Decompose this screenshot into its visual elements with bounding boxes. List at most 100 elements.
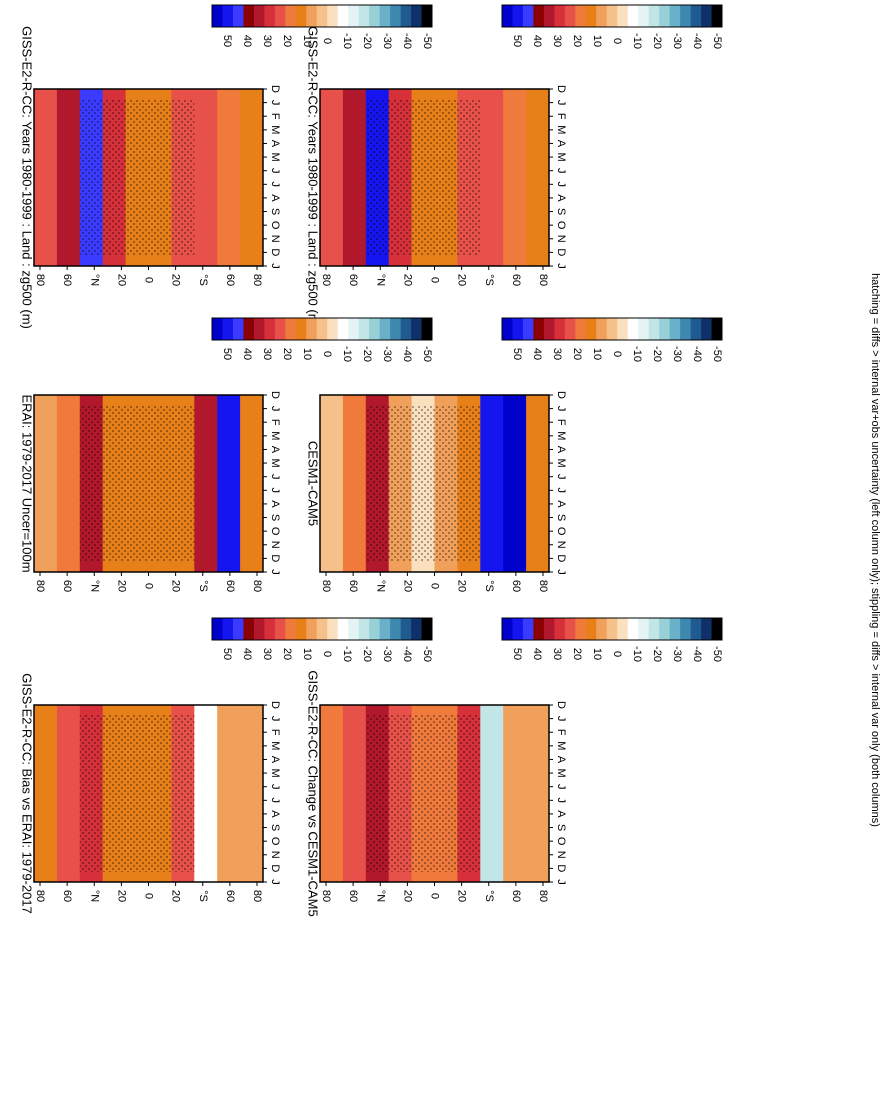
month-tick-label: A (269, 810, 281, 818)
lat-tick-label: 80 (251, 274, 263, 286)
colorbar-swatch (400, 318, 412, 340)
heatmap-cell (320, 395, 344, 572)
colorbar-swatch (369, 618, 380, 640)
colorbar-label: 40 (241, 35, 253, 47)
month-tick-label: O (555, 837, 567, 846)
lat-tick-label: °N (374, 274, 386, 286)
colorbar-swatch (575, 5, 587, 27)
colorbar-swatch (232, 618, 244, 640)
month-tick-label: J (269, 168, 281, 174)
colorbar-swatch (285, 618, 297, 640)
colorbar-swatch (358, 618, 370, 640)
colorbar-swatch (648, 618, 660, 640)
colorbar-swatch (285, 5, 297, 27)
heatmap-cell (240, 395, 264, 572)
colorbar-swatch (575, 318, 587, 340)
heatmap-cell (526, 395, 550, 572)
lat-tick-label: 20 (115, 274, 127, 286)
month-tick-label: A (555, 194, 567, 202)
colorbar-label: -20 (651, 346, 663, 362)
stippling (365, 405, 481, 562)
colorbar-swatch (701, 618, 712, 640)
colorbar-swatch (627, 618, 639, 640)
colorbar-swatch (295, 618, 307, 640)
colorbar-label: 50 (511, 35, 523, 47)
colorbar-label: 30 (261, 35, 273, 47)
panel-title: GISS-E2-R-CC: Years 1980-1999 : Land : z… (20, 26, 35, 329)
month-tick-label: J (269, 406, 281, 412)
month-tick-label: M (269, 741, 281, 750)
colorbar-swatch (554, 618, 566, 640)
lat-tick-label: 20 (456, 890, 468, 902)
month-tick-label: D (269, 391, 281, 399)
colorbar-swatch (617, 5, 629, 27)
colorbar-swatch (680, 318, 691, 340)
colorbar-swatch (512, 618, 524, 640)
month-tick-label: J (555, 263, 567, 269)
month-tick-label: F (555, 419, 567, 426)
colorbar-swatch (659, 5, 670, 27)
colorbar-swatch (638, 618, 649, 640)
colorbar-label: -30 (381, 346, 393, 362)
month-tick-label: D (269, 701, 281, 709)
colorbar-label: -50 (711, 646, 723, 662)
month-tick-label: J (555, 784, 567, 790)
lat-tick-label: 0 (429, 583, 441, 589)
colorbar-swatch (512, 5, 524, 27)
colorbar-label: 20 (281, 35, 293, 47)
colorbar-label: 30 (261, 648, 273, 660)
month-tick-label: J (269, 798, 281, 804)
colorbar-swatch (690, 5, 702, 27)
colorbar-swatch (564, 5, 576, 27)
panel-title: GISS-E2-R-CC: Change vs CESM1-CAM5 (306, 670, 321, 916)
month-tick-label: J (269, 784, 281, 790)
heatmap-cell (34, 395, 58, 572)
colorbar-label: 40 (531, 348, 543, 360)
colorbar-swatch (554, 318, 566, 340)
month-tick-label: A (269, 194, 281, 202)
heatmap-cell (217, 705, 241, 882)
colorbar-swatch (701, 5, 712, 27)
month-tick-label: N (555, 851, 567, 859)
month-tick-label: O (555, 527, 567, 536)
panel-title: ERAI: 1979-2017 Uncer=100m (20, 394, 35, 572)
colorbar-label: 20 (571, 348, 583, 360)
heatmap-cell (503, 395, 527, 572)
colorbar-swatch (711, 5, 723, 27)
month-tick-label: S (555, 208, 567, 215)
lat-tick-label: 80 (320, 580, 332, 592)
colorbar-label: -20 (651, 33, 663, 49)
month-tick-label: F (555, 729, 567, 736)
month-tick-label: F (555, 113, 567, 120)
lat-tick-label: °S (483, 580, 495, 592)
colorbar-label: -20 (361, 646, 373, 662)
month-tick-label: M (269, 431, 281, 440)
colorbar-label: -30 (381, 646, 393, 662)
stippling (79, 715, 195, 872)
lat-tick-label: °N (88, 580, 100, 592)
stippling (365, 99, 481, 256)
lat-tick-label: 60 (224, 890, 236, 902)
heatmap-cell (194, 395, 218, 572)
month-tick-label: F (269, 113, 281, 120)
colorbar-swatch (617, 318, 629, 340)
colorbar-swatch (648, 318, 660, 340)
month-tick-label: N (555, 235, 567, 243)
month-tick-label: J (269, 263, 281, 269)
month-tick-label: S (269, 514, 281, 521)
colorbar-label: -20 (361, 33, 373, 49)
colorbar-label: -10 (631, 346, 643, 362)
colorbar-label: 10 (301, 648, 313, 660)
colorbar-swatch (543, 318, 555, 340)
lat-tick-label: 80 (320, 274, 332, 286)
month-tick-label: J (555, 879, 567, 885)
colorbar-swatch (543, 5, 555, 27)
month-tick-label: M (269, 458, 281, 467)
colorbar-swatch (316, 318, 328, 340)
colorbar-label: 40 (531, 648, 543, 660)
colorbar-label: -30 (671, 33, 683, 49)
month-tick-label: A (269, 756, 281, 764)
month-tick-label: J (555, 182, 567, 188)
lat-tick-label: 20 (170, 890, 182, 902)
colorbar-label: 20 (281, 348, 293, 360)
